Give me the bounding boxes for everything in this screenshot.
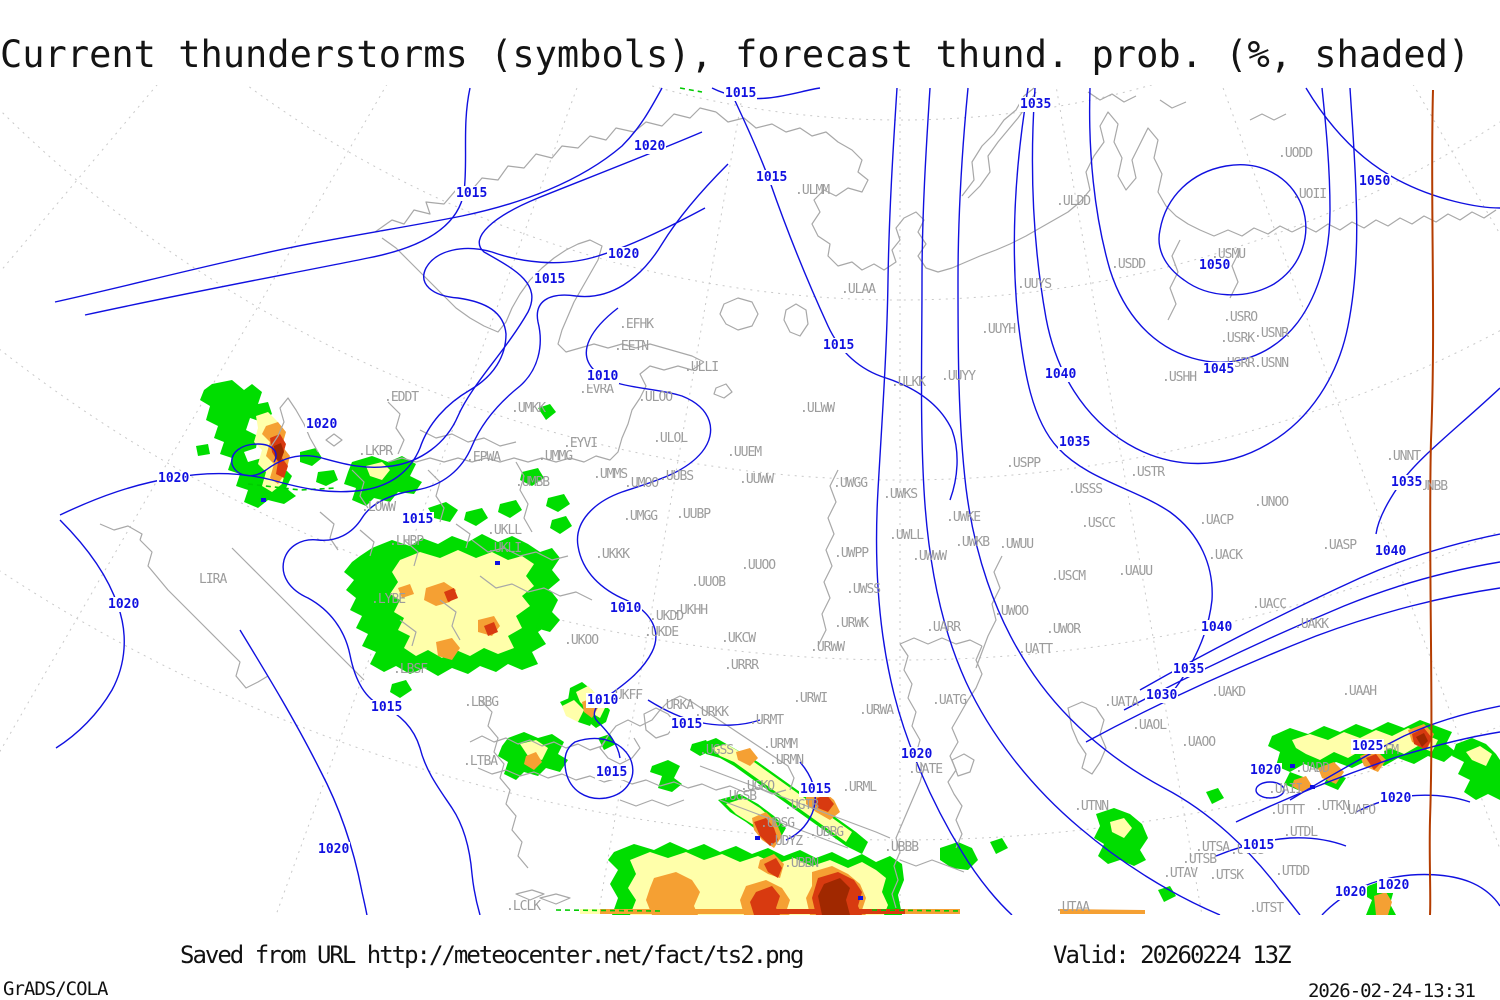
green-border-layer <box>247 87 963 912</box>
brown-boundary-line <box>1428 89 1435 915</box>
saved-from-url-text: Saved from URL http://meteocenter.net/fa… <box>180 941 804 969</box>
shading-layer <box>196 380 1500 915</box>
footer: Saved from URL http://meteocenter.net/fa… <box>0 941 1500 969</box>
grads-credit: GrADS/COLA <box>3 978 108 1000</box>
page-title: Current thunderstorms (symbols), forecas… <box>0 33 1471 76</box>
isobar-layer <box>54 87 1500 915</box>
thunderstorm-symbols <box>261 498 1315 900</box>
coastline-layer <box>99 87 1497 909</box>
valid-time-text: Valid: 20260224 13Z <box>1053 941 1292 969</box>
weather-map <box>0 85 1500 915</box>
creation-timestamp: 2026-02-24-13:31 <box>1307 980 1476 1000</box>
map-canvas <box>0 85 1500 915</box>
